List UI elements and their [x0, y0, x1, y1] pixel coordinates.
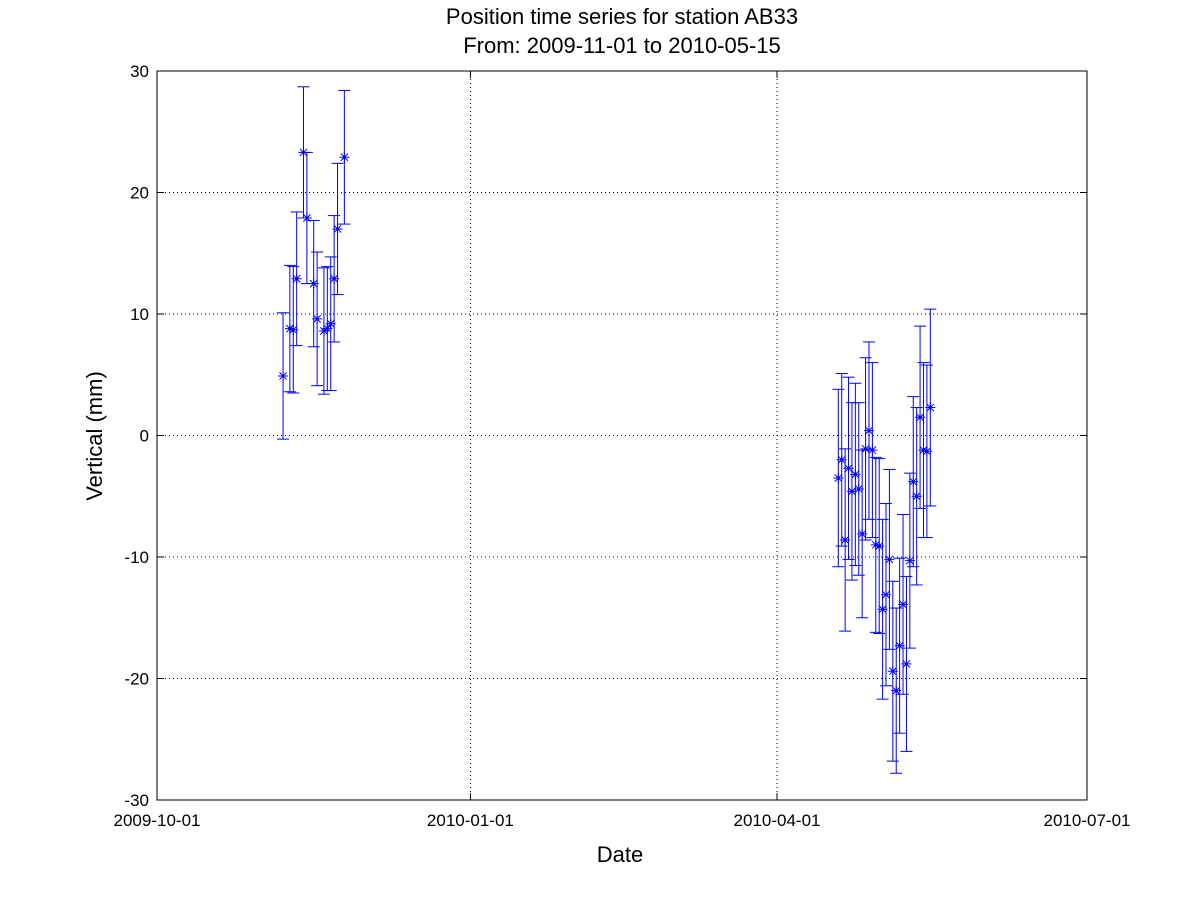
data-point-marker: [840, 534, 851, 545]
data-point-marker: [911, 491, 922, 502]
x-tick-label: 2009-10-01: [114, 811, 201, 830]
data-point-marker: [881, 589, 892, 600]
data-point-marker: [857, 528, 868, 539]
data-point-marker: [284, 323, 295, 334]
data-point-marker: [291, 273, 302, 284]
data-point-marker: [329, 273, 340, 284]
data-point-marker: [863, 425, 874, 436]
x-tick-label: 2010-07-01: [1044, 811, 1131, 830]
y-axis-label: Vertical (mm): [82, 371, 107, 501]
x-axis-label: Date: [597, 842, 643, 867]
data-point-marker: [884, 554, 895, 565]
x-tick-label: 2010-04-01: [734, 811, 821, 830]
chart-title: Position time series for station AB33: [446, 4, 798, 29]
data-point-marker: [904, 555, 915, 566]
y-tick-label: 0: [140, 427, 149, 446]
data-point-marker: [843, 463, 854, 474]
data-point-marker: [901, 658, 912, 669]
data-point-marker: [867, 445, 878, 456]
data-point-marker: [860, 443, 871, 454]
data-point-marker: [874, 541, 885, 552]
data-point-marker: [870, 539, 881, 550]
data-point-marker: [850, 469, 861, 480]
data-point-marker: [846, 486, 857, 497]
data-point-marker: [836, 454, 847, 465]
data-point-marker: [898, 599, 909, 610]
data-point-marker: [301, 213, 312, 224]
axis-ticks: -30 -20 -10 0 10 20 30 2009-10-01 2010-01-01 2010…: [114, 62, 1131, 830]
data-point-marker: [891, 685, 902, 696]
data-point-marker: [887, 666, 898, 677]
data-point-marker: [312, 313, 323, 324]
data-point-marker: [833, 473, 844, 484]
y-tick-label: -30: [124, 791, 149, 810]
x-tick-label: 2010-01-01: [427, 811, 514, 830]
data-point-marker: [915, 412, 926, 423]
data-series: [277, 86, 937, 774]
data-point-marker: [918, 445, 929, 456]
data-point-marker: [877, 604, 888, 615]
data-point-marker: [288, 324, 299, 335]
y-tick-label: -10: [124, 548, 149, 567]
y-tick-label: -20: [124, 670, 149, 689]
data-point-marker: [325, 318, 336, 329]
y-tick-label: 30: [130, 62, 149, 81]
data-point-marker: [322, 323, 333, 334]
y-tick-label: 10: [130, 305, 149, 324]
data-point-marker: [332, 223, 343, 234]
data-point-marker: [908, 476, 919, 487]
data-point-marker: [894, 640, 905, 651]
series-0: [277, 86, 937, 774]
data-point-marker: [278, 370, 289, 381]
chart-subtitle: From: 2009-11-01 to 2010-05-15: [463, 33, 781, 58]
data-point-marker: [318, 326, 329, 337]
data-point-marker: [925, 402, 936, 413]
data-point-marker: [921, 446, 932, 457]
data-point-marker: [853, 483, 864, 494]
data-point-marker: [308, 278, 319, 289]
grid: [157, 71, 1087, 800]
data-point-marker: [339, 152, 350, 163]
y-tick-label: 20: [130, 184, 149, 203]
